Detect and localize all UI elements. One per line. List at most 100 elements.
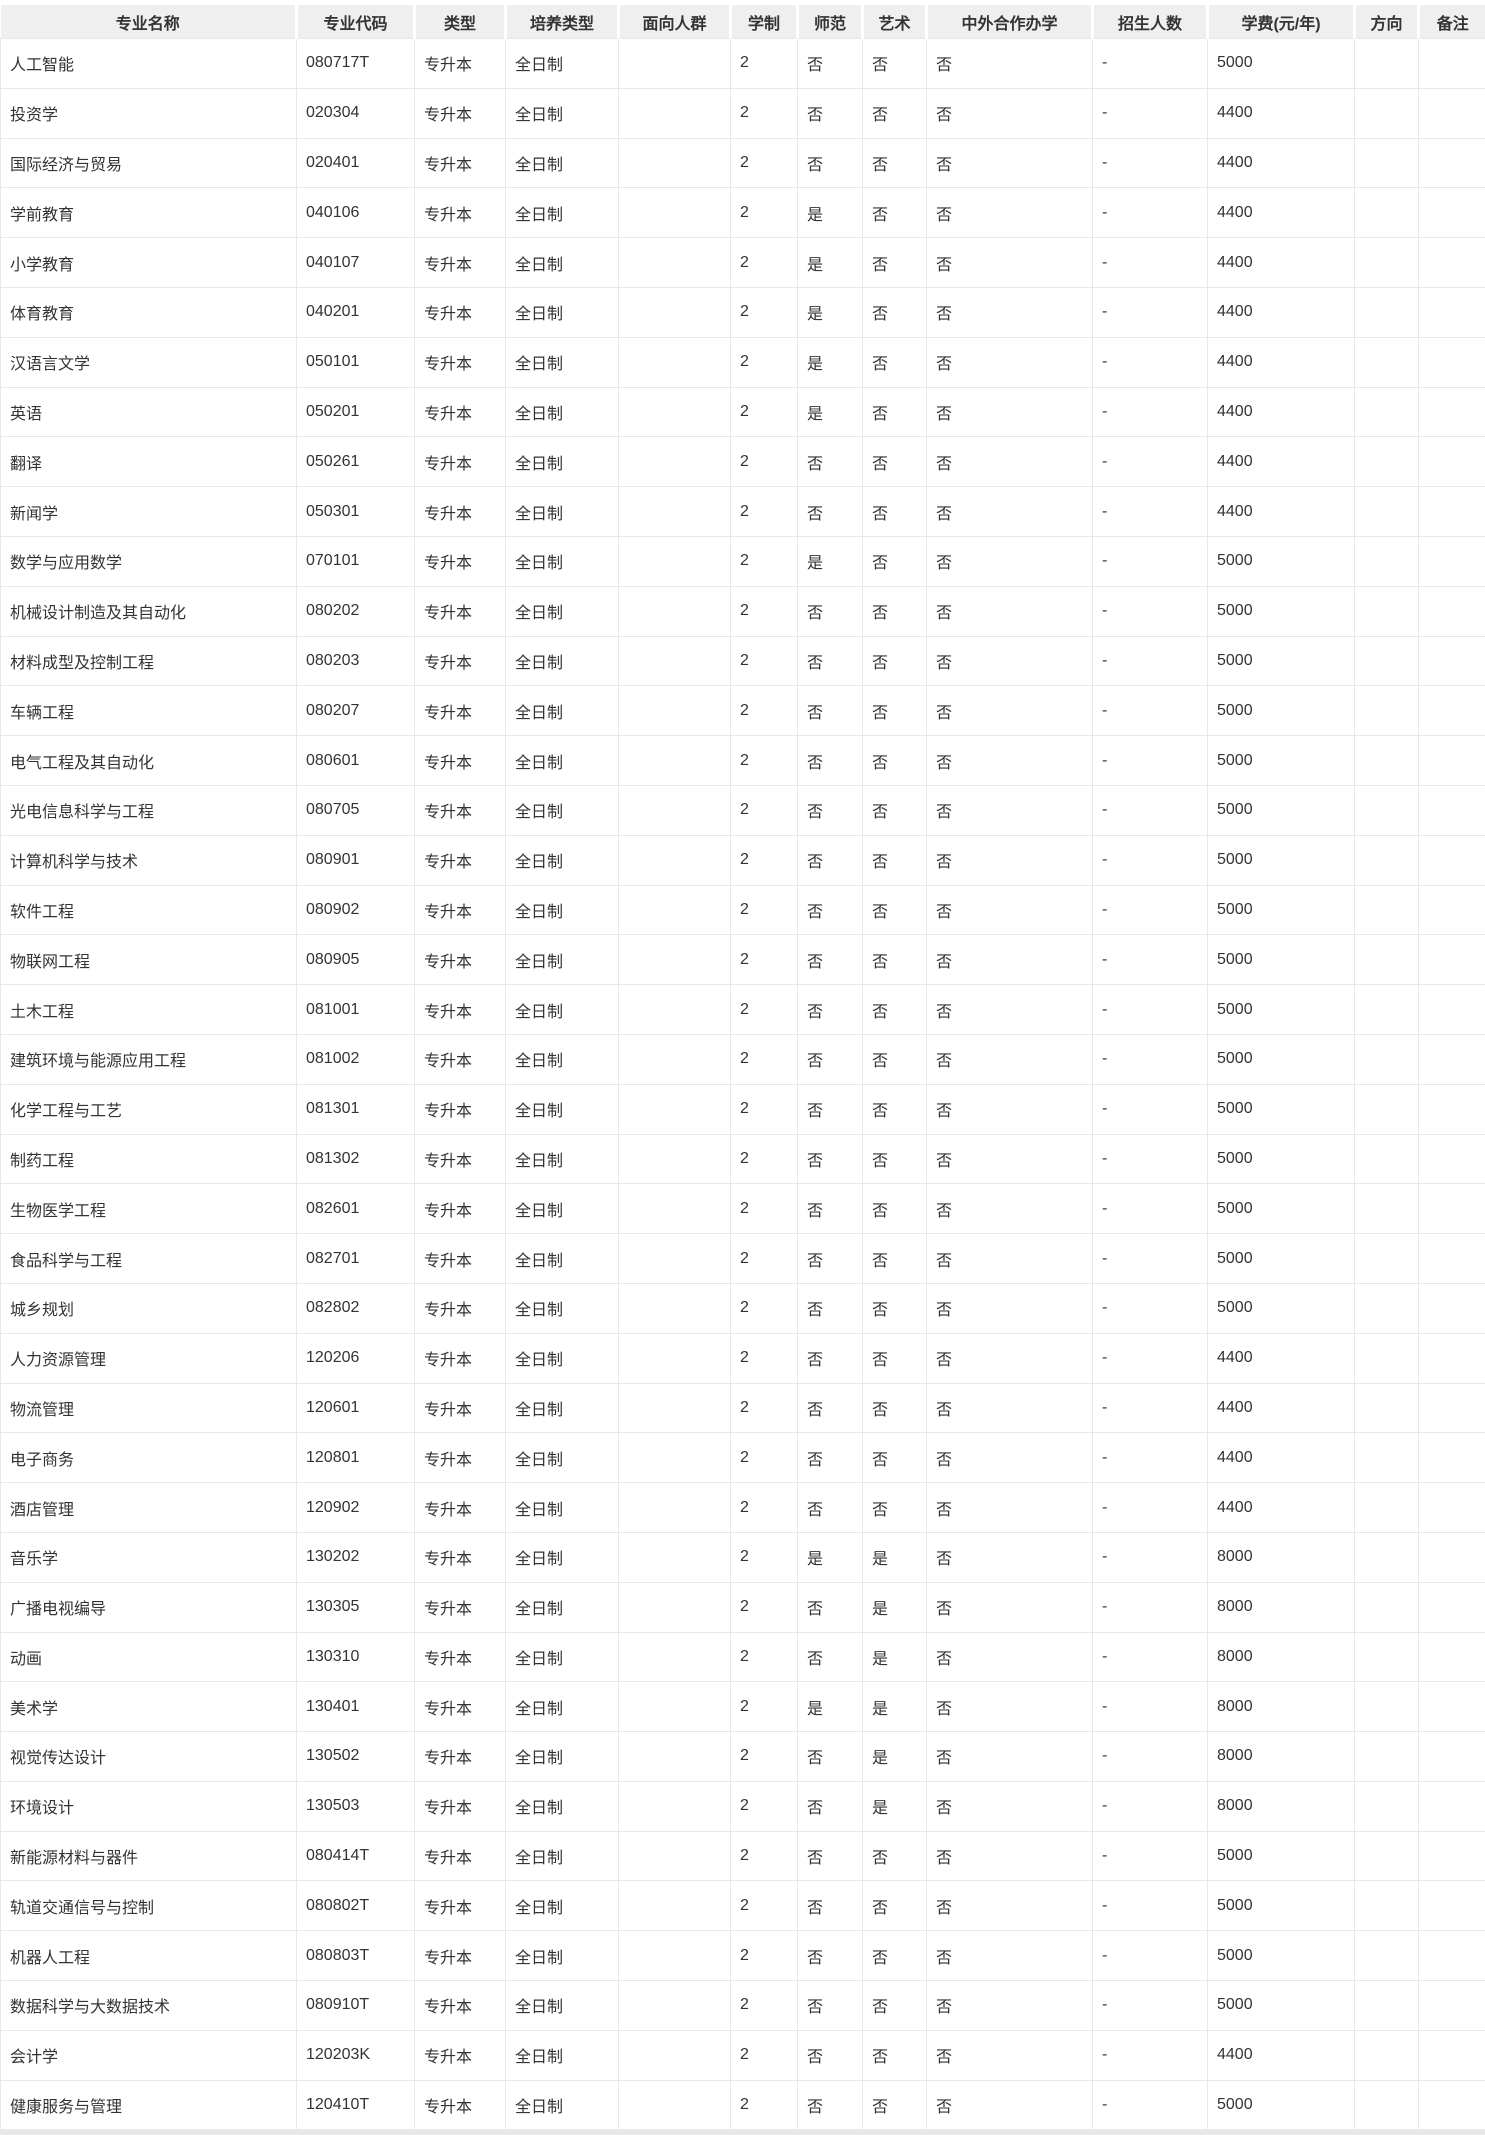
cell-major-code: 080705 bbox=[296, 784, 415, 836]
table-row: 物流管理 120601 专升本 全日制 2 否否否 -4400 bbox=[0, 1382, 1485, 1434]
cell-art: 否 bbox=[862, 984, 927, 1035]
cell-direction bbox=[1354, 237, 1419, 288]
cell-type: 专升本 bbox=[414, 336, 506, 388]
cell-audience bbox=[618, 884, 731, 936]
cell-major-name: 美术学 bbox=[0, 1681, 297, 1733]
cell-training-type: 全日制 bbox=[505, 834, 619, 886]
cell-sino-foreign-program: 否 bbox=[926, 1332, 1093, 1384]
cell-tuition: 4400 bbox=[1207, 386, 1355, 438]
cell-sino-foreign-program: 否 bbox=[926, 137, 1093, 189]
cell-direction bbox=[1354, 1233, 1419, 1284]
cell-direction bbox=[1354, 735, 1419, 786]
cell-major-code: 050301 bbox=[296, 486, 415, 537]
cell-audience bbox=[618, 685, 731, 737]
cell-sino-foreign-program: 否 bbox=[926, 187, 1093, 239]
cell-major-code: 080803T bbox=[296, 1930, 415, 1982]
cell-remark bbox=[1418, 187, 1485, 239]
cell-audience bbox=[618, 1482, 731, 1533]
cell-major-code: 040107 bbox=[296, 237, 415, 288]
cell-training-type: 全日制 bbox=[505, 1980, 619, 2031]
cell-audience bbox=[618, 984, 731, 1035]
cell-major-code: 081001 bbox=[296, 984, 415, 1035]
cell-tuition: 5000 bbox=[1207, 1930, 1355, 1982]
cell-training-type: 全日制 bbox=[505, 436, 619, 488]
cell-normal-education: 否 bbox=[797, 1830, 863, 1882]
cell-type: 专升本 bbox=[414, 1332, 506, 1384]
cell-major-name: 制药工程 bbox=[0, 1133, 297, 1185]
cell-audience bbox=[618, 386, 731, 438]
cell-tuition: 5000 bbox=[1207, 635, 1355, 687]
cell-direction bbox=[1354, 1830, 1419, 1882]
table-row: 人工智能 080717T 专升本 全日制 2 否否否 -5000 bbox=[0, 38, 1485, 89]
cell-audience bbox=[618, 1133, 731, 1185]
cell-type: 专升本 bbox=[414, 1033, 506, 1085]
cell-training-type: 全日制 bbox=[505, 784, 619, 836]
cell-enrollment: - bbox=[1092, 237, 1208, 288]
cell-duration: 2 bbox=[730, 137, 798, 189]
cell-audience bbox=[618, 585, 731, 637]
table-row: 广播电视编导 130305 专升本 全日制 2 否是否 -8000 bbox=[0, 1581, 1485, 1633]
cell-major-name: 生物医学工程 bbox=[0, 1183, 297, 1235]
cell-tuition: 5000 bbox=[1207, 1282, 1355, 1334]
cell-enrollment: - bbox=[1092, 635, 1208, 687]
cell-enrollment: - bbox=[1092, 535, 1208, 587]
table-row: 物联网工程 080905 专升本 全日制 2 否否否 -5000 bbox=[0, 934, 1485, 986]
cell-sino-foreign-program: 否 bbox=[926, 1930, 1093, 1982]
cell-remark bbox=[1418, 735, 1485, 786]
cell-tuition: 4400 bbox=[1207, 87, 1355, 139]
table-row: 音乐学 130202 专升本 全日制 2 是是否 -8000 bbox=[0, 1531, 1485, 1583]
cell-enrollment: - bbox=[1092, 1731, 1208, 1782]
cell-remark bbox=[1418, 1531, 1485, 1583]
cell-training-type: 全日制 bbox=[505, 1482, 619, 1533]
cell-tuition: 4400 bbox=[1207, 1332, 1355, 1384]
table-row: 投资学 020304 专升本 全日制 2 否否否 -4400 bbox=[0, 87, 1485, 139]
cell-remark bbox=[1418, 436, 1485, 488]
cell-training-type: 全日制 bbox=[505, 1233, 619, 1284]
cell-audience bbox=[618, 1233, 731, 1284]
cell-art: 否 bbox=[862, 1382, 927, 1434]
cell-type: 专升本 bbox=[414, 1980, 506, 2031]
cell-audience bbox=[618, 1531, 731, 1583]
cell-normal-education: 是 bbox=[797, 286, 863, 338]
cell-major-name: 建筑环境与能源应用工程 bbox=[0, 1033, 297, 1085]
cell-remark bbox=[1418, 286, 1485, 338]
cell-major-code: 120410T bbox=[296, 2079, 415, 2131]
cell-major-name: 物联网工程 bbox=[0, 934, 297, 986]
cell-art: 否 bbox=[862, 486, 927, 537]
cell-major-name: 车辆工程 bbox=[0, 685, 297, 737]
cell-art: 否 bbox=[862, 1432, 927, 1484]
cell-tuition: 5000 bbox=[1207, 834, 1355, 886]
cell-tuition: 8000 bbox=[1207, 1780, 1355, 1832]
cell-major-code: 082802 bbox=[296, 1282, 415, 1334]
cell-audience bbox=[618, 2029, 731, 2081]
cell-remark bbox=[1418, 934, 1485, 986]
cell-enrollment: - bbox=[1092, 286, 1208, 338]
cell-type: 专升本 bbox=[414, 884, 506, 936]
cell-sino-foreign-program: 否 bbox=[926, 1033, 1093, 1085]
cell-audience bbox=[618, 1332, 731, 1384]
cell-direction bbox=[1354, 137, 1419, 189]
cell-audience bbox=[618, 336, 731, 388]
cell-enrollment: - bbox=[1092, 585, 1208, 637]
cell-type: 专升本 bbox=[414, 1133, 506, 1185]
cell-sino-foreign-program: 否 bbox=[926, 1731, 1093, 1782]
table-row: 机器人工程 080803T 专升本 全日制 2 否否否 -5000 bbox=[0, 1930, 1485, 1982]
cell-major-code: 130502 bbox=[296, 1731, 415, 1782]
table-row: 学前教育 040106 专升本 全日制 2 是否否 -4400 bbox=[0, 187, 1485, 239]
column-header-direction: 方向 bbox=[1353, 5, 1419, 39]
cell-training-type: 全日制 bbox=[505, 1830, 619, 1882]
table-row: 新能源材料与器件 080414T 专升本 全日制 2 否否否 -5000 bbox=[0, 1830, 1485, 1882]
cell-major-code: 050261 bbox=[296, 436, 415, 488]
cell-type: 专升本 bbox=[414, 137, 506, 189]
cell-remark bbox=[1418, 237, 1485, 288]
cell-remark bbox=[1418, 2079, 1485, 2131]
cell-duration: 2 bbox=[730, 1731, 798, 1782]
cell-enrollment: - bbox=[1092, 1830, 1208, 1882]
cell-type: 专升本 bbox=[414, 834, 506, 886]
cell-type: 专升本 bbox=[414, 535, 506, 587]
cell-major-code: 040201 bbox=[296, 286, 415, 338]
cell-audience bbox=[618, 1581, 731, 1633]
cell-art: 否 bbox=[862, 1930, 927, 1982]
cell-remark bbox=[1418, 1631, 1485, 1683]
cell-remark bbox=[1418, 1432, 1485, 1484]
